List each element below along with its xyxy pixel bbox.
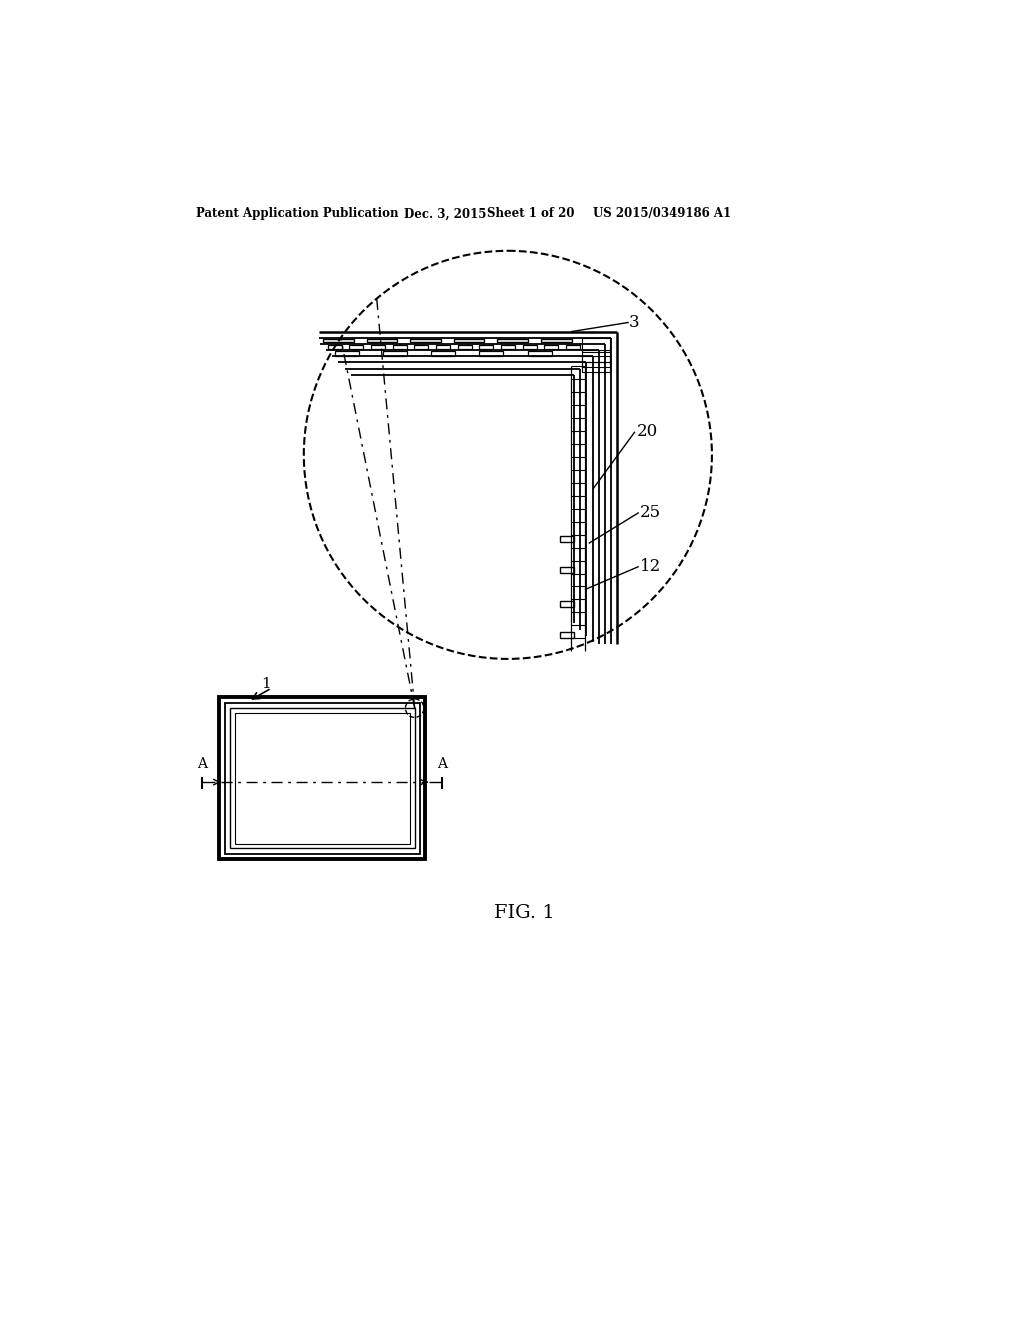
Bar [541,339,571,342]
Text: A: A [198,756,207,771]
Bar [436,345,451,350]
Bar [328,345,342,350]
Bar [498,339,528,342]
Text: 25: 25 [640,504,662,521]
Bar [560,566,574,573]
Bar [582,356,609,367]
Bar [479,351,504,355]
Bar [335,351,358,355]
Bar [582,350,609,363]
Text: 12: 12 [640,558,662,576]
Bar [560,632,574,638]
Text: Patent Application Publication: Patent Application Publication [196,207,398,220]
Bar [323,339,353,342]
Bar [501,345,515,350]
Bar [392,345,407,350]
Text: 20: 20 [637,424,657,441]
Bar [383,351,407,355]
Bar [431,351,456,355]
Text: US 2015/0349186 A1: US 2015/0349186 A1 [593,207,731,220]
Bar [415,345,428,350]
Bar [582,338,609,351]
Bar [479,345,494,350]
Bar [224,702,420,854]
Bar [560,601,574,607]
Bar [219,697,425,859]
Text: FIG. 1: FIG. 1 [495,904,555,921]
Text: 1: 1 [261,677,271,690]
Bar [371,345,385,350]
Bar [545,345,558,350]
Bar [527,351,552,355]
Bar [234,713,410,843]
Bar [454,339,484,342]
Text: Dec. 3, 2015: Dec. 3, 2015 [403,207,486,220]
Bar [458,345,472,350]
Bar [566,345,580,350]
Bar [411,339,440,342]
Text: A: A [437,756,447,771]
Bar [367,339,397,342]
Text: 3: 3 [629,314,639,331]
Bar [230,708,415,849]
Bar [349,345,364,350]
Bar [582,363,609,372]
Bar [560,536,574,541]
Text: Sheet 1 of 20: Sheet 1 of 20 [487,207,574,220]
Bar [522,345,537,350]
